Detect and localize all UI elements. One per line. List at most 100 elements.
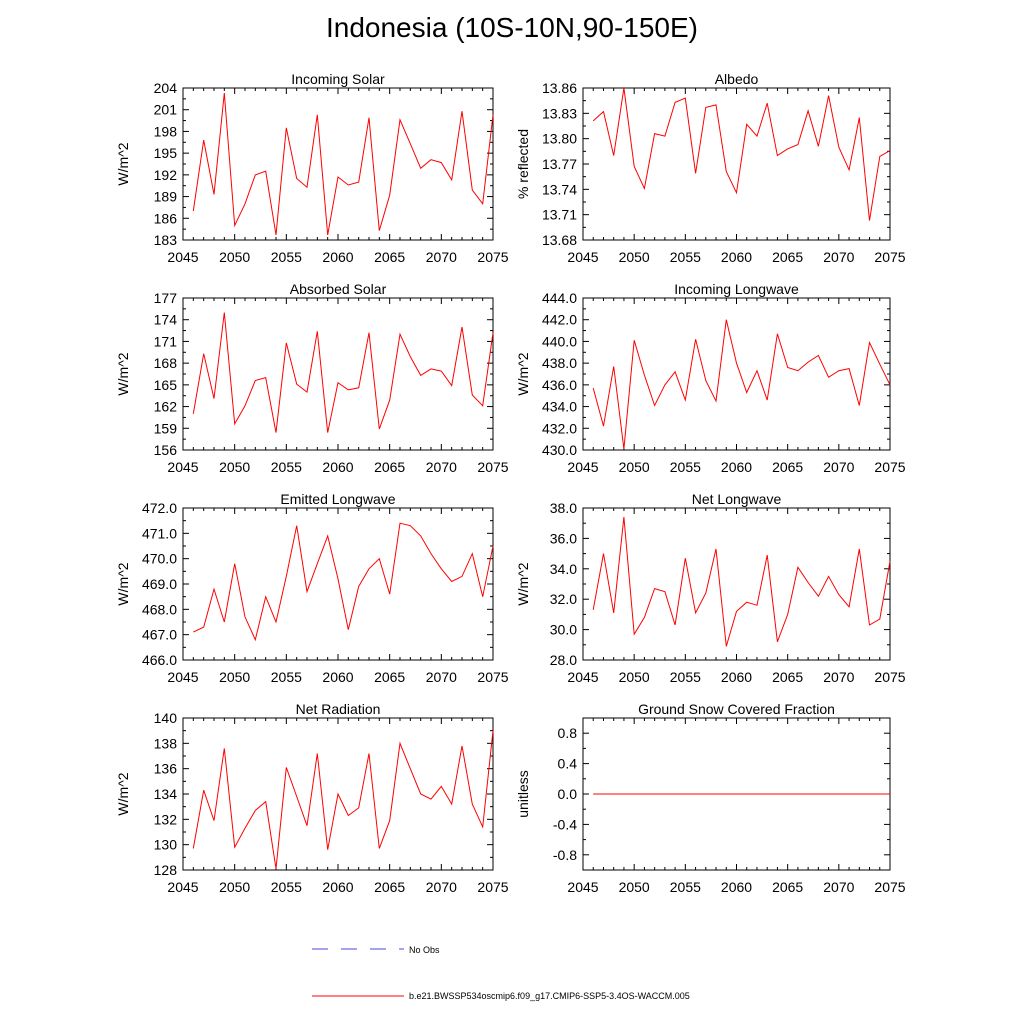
x-tick-label: 2055 [271, 669, 302, 685]
x-tick-label: 2070 [426, 249, 457, 265]
panels-layer: Incoming Solar W/m^2 2045 2050 2055 2060 2065 2… [115, 71, 906, 895]
x-tick-label: 2050 [619, 249, 650, 265]
series-line [192, 93, 494, 235]
x-tick-label: 2055 [271, 459, 302, 475]
legend: No Obs b.e21.BWSSP534oscmip6.f09_g17.CMI… [312, 945, 690, 1001]
y-tick-label: 430.0 [542, 442, 577, 458]
y-tick-label: 470.0 [142, 551, 177, 567]
y-tick-label: 189 [154, 189, 178, 205]
series-line [592, 319, 891, 449]
x-tick-label: 2065 [772, 669, 803, 685]
x-tick-label: 2060 [721, 249, 752, 265]
x-tick-label: 2055 [670, 669, 701, 685]
x-tick-label: 2075 [874, 879, 905, 895]
panel-title: Net Radiation [296, 701, 381, 717]
y-tick-label: 468.0 [142, 601, 177, 617]
x-tick-label: 2055 [670, 879, 701, 895]
x-tick-label: 2055 [271, 249, 302, 265]
y-tick-label: 174 [154, 312, 178, 328]
y-tick-label: 168 [154, 355, 178, 371]
y-tick-label: 132 [154, 811, 178, 827]
x-tick-label: 2070 [823, 669, 854, 685]
y-tick-label: 171 [154, 333, 178, 349]
y-axis-label: W/m^2 [115, 772, 131, 815]
x-tick-label: 2045 [567, 249, 598, 265]
panel-title: Incoming Solar [291, 71, 385, 87]
y-tick-label: 138 [154, 735, 178, 751]
y-tick-label: 195 [154, 145, 178, 161]
y-tick-label: 13.77 [542, 156, 577, 172]
y-tick-label: 130 [154, 837, 178, 853]
x-tick-label: 2050 [619, 879, 650, 895]
y-tick-label: 140 [154, 710, 178, 726]
y-tick-label: 162 [154, 399, 178, 415]
x-tick-label: 2055 [670, 249, 701, 265]
x-tick-label: 2045 [567, 669, 598, 685]
x-tick-label: 2060 [322, 249, 353, 265]
y-tick-label: 159 [154, 420, 178, 436]
y-tick-label: 204 [154, 80, 178, 96]
plot-frame [182, 297, 494, 451]
y-tick-label: 30.0 [550, 622, 577, 638]
x-tick-label: 2065 [772, 879, 803, 895]
y-tick-label: 28.0 [550, 652, 577, 668]
y-tick-label: 128 [154, 862, 178, 878]
y-tick-label: 438.0 [542, 355, 577, 371]
x-tick-label: 2045 [167, 879, 198, 895]
x-tick-label: 2075 [477, 879, 508, 895]
x-tick-label: 2060 [322, 459, 353, 475]
x-tick-label: 2065 [374, 459, 405, 475]
series-line [192, 312, 494, 433]
y-tick-label: 0.8 [558, 725, 578, 741]
x-tick-label: 2070 [426, 879, 457, 895]
x-tick-label: 2060 [721, 669, 752, 685]
chart-panel-2: Absorbed Solar W/m^2 2045 2050 2055 2060 2065 2… [115, 281, 509, 475]
y-tick-label: 13.86 [542, 80, 577, 96]
x-tick-label: 2065 [374, 669, 405, 685]
y-axis-label: W/m^2 [515, 352, 531, 395]
y-tick-label: 432.0 [542, 420, 577, 436]
y-tick-label: 34.0 [550, 561, 577, 577]
x-tick-label: 2065 [374, 879, 405, 895]
x-tick-label: 2070 [823, 249, 854, 265]
y-tick-label: 467.0 [142, 627, 177, 643]
y-tick-label: 38.0 [550, 500, 577, 516]
y-tick-label: 0.0 [558, 786, 578, 802]
y-tick-label: 469.0 [142, 576, 177, 592]
y-tick-label: 442.0 [542, 312, 577, 328]
x-tick-label: 2075 [874, 669, 905, 685]
x-tick-label: 2050 [219, 249, 250, 265]
x-tick-label: 2070 [823, 459, 854, 475]
x-tick-label: 2075 [477, 249, 508, 265]
chart-panel-7: Ground Snow Covered Fraction unitless 2045… [515, 701, 906, 895]
x-tick-label: 2050 [219, 459, 250, 475]
y-tick-label: 13.83 [542, 105, 577, 121]
plot-frame [182, 507, 494, 661]
x-tick-label: 2060 [721, 879, 752, 895]
x-tick-label: 2045 [167, 669, 198, 685]
y-axis-label: W/m^2 [115, 352, 131, 395]
y-tick-label: 13.74 [542, 181, 577, 197]
chart-panel-4: Emitted Longwave W/m^2 2045 2050 2055 2060 206… [115, 491, 509, 685]
y-tick-label: 471.0 [142, 525, 177, 541]
panel-title: Ground Snow Covered Fraction [638, 701, 835, 717]
x-tick-label: 2065 [374, 249, 405, 265]
y-axis-label: W/m^2 [515, 562, 531, 605]
y-tick-label: 32.0 [550, 591, 577, 607]
y-tick-label: 134 [154, 786, 178, 802]
y-tick-label: 198 [154, 123, 178, 139]
x-tick-label: 2045 [167, 459, 198, 475]
y-tick-label: -0.8 [553, 847, 577, 863]
x-tick-label: 2070 [426, 669, 457, 685]
y-tick-label: 0.4 [558, 756, 578, 772]
panel-title: Incoming Longwave [674, 281, 799, 297]
x-tick-label: 2065 [772, 249, 803, 265]
x-tick-label: 2050 [219, 669, 250, 685]
x-tick-label: 2075 [477, 459, 508, 475]
x-tick-label: 2075 [874, 459, 905, 475]
y-axis-label: W/m^2 [115, 142, 131, 185]
x-tick-label: 2050 [619, 459, 650, 475]
y-axis-label: % reflected [515, 129, 531, 199]
figure-title: Indonesia (10S-10N,90-150E) [325, 12, 698, 43]
